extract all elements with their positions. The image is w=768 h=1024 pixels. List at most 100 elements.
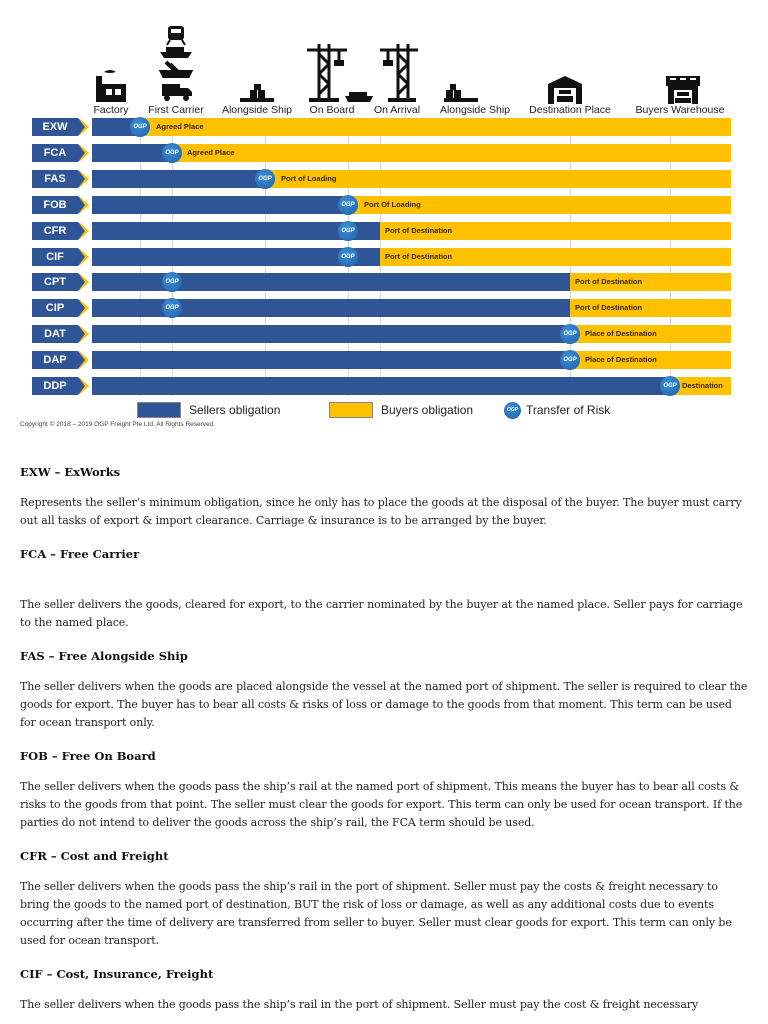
transfer-of-risk-icon: OGP [162,142,182,163]
copyright-notice: Copyright © 2018 – 2019 OGP Freight Pte … [20,421,216,428]
crane-ship-icon [305,14,375,104]
term-tag: CIP [32,299,78,318]
legend-seller: Sellers obligation [137,402,280,418]
incoterm-row-fca: FCA OGP Agreed Place [32,142,732,163]
seller-obligation-bar [92,325,570,344]
incoterm-row-fas: FAS OGP Port of Loading [32,168,732,189]
stage-label-buyers-warehouse: Buyers Warehouse [635,104,725,116]
legend-risk-label: Transfer of Risk [526,403,611,417]
legend-buyer-label: Buyers obligation [381,403,474,417]
buyer-obligation-bar: OGP Place of Destination [92,324,731,345]
incoterm-row-cfr: CFR OGP Port of Destination [32,220,732,241]
stage-label-destination-place: Destination Place [529,104,611,116]
buyer-swatch [329,402,373,418]
term-tag-tip [78,169,85,188]
term-tag: CIF [32,247,78,266]
section-heading-cfr: CFR – Cost and Freight [20,849,169,863]
transport-stack-icon [150,14,202,104]
incoterm-row-cif: CIF OGP Port of Destination [32,246,732,267]
buyer-obligation-bar: OGP Port of Loading [92,168,731,189]
term-tag: FOB [32,195,78,214]
term-tag-tip [78,221,85,240]
seller-obligation-bar [92,273,570,292]
seller-obligation-bar [92,351,570,370]
delivery-place-label: Port Of Loading [364,199,421,209]
buyer-obligation-bar: OGP Port of Destination [92,220,731,241]
buyer-obligation-bar: OGP Port of Destination [92,272,731,293]
stage-label-first-carrier: First Carrier [148,104,204,116]
transfer-of-risk-icon: OGP [504,401,521,419]
transfer-of-risk-icon: OGP [560,324,580,345]
section-body-fob: The seller delivers when the goods pass … [20,780,743,829]
term-tag-tip [78,377,85,395]
section-heading-fob: FOB – Free On Board [20,749,156,763]
incoterm-row-dat: DAT OGP Place of Destination [32,324,732,345]
transfer-of-risk-icon: OGP [660,376,680,396]
seller-obligation-bar [92,299,570,318]
transfer-of-risk-icon: OGP [162,298,182,319]
crane-icon [380,14,420,104]
delivery-place-label: Port of Destination [385,251,453,261]
stage-label-on-board: On Board [309,104,355,116]
delivery-place-label: Port of Loading [281,173,337,183]
term-tag: FCA [32,143,78,162]
seller-swatch [137,402,181,418]
incoterm-row-cip: CIP OGP Port of Destination [32,298,732,319]
legend-seller-label: Sellers obligation [189,403,281,417]
term-tag-tip [78,143,85,162]
stage-label-factory: Factory [93,104,129,116]
incoterm-row-exw: EXW OGP Agreed Place [32,117,732,137]
term-tag-tip [78,351,85,370]
section-heading-exw: EXW – ExWorks [20,465,121,479]
cargo-dock-icon [443,14,479,104]
term-tag: CFR [32,221,78,240]
legend-risk: OGP Transfer of Risk [504,401,611,419]
buyer-obligation-bar: OGP Port Of Loading [92,194,731,215]
seller-obligation-bar [92,143,172,162]
term-tag-tip [78,247,85,266]
term-tag-tip [78,273,85,292]
seller-obligation-bar [92,221,380,240]
delivery-place-label: Destination [682,381,723,390]
delivery-place-label: Port of Destination [575,303,643,313]
seller-obligation-bar [92,118,140,136]
incoterms-diagram: Factory First Carrier Alongside Ship On … [0,0,768,440]
buyer-obligation-bar: OGP Place of Destination [92,350,731,371]
transfer-of-risk-icon: OGP [338,194,358,215]
buyer-obligation-bar: OGP Destination [92,376,731,396]
term-tag: CPT [32,273,78,292]
incoterms-article: EXW – ExWorks Represents the seller’s mi… [20,462,748,1014]
seller-obligation-bar [92,195,348,214]
stage-label-alongside-ship-origin: Alongside Ship [221,104,293,116]
buyer-obligation-bar: OGP Port of Destination [92,298,731,319]
section-heading-fca: FCA – Free Carrier [20,547,140,561]
term-tag-tip [78,118,85,136]
section-heading-cif: CIF – Cost, Insurance, Freight [20,967,214,981]
seller-obligation-bar [92,247,380,266]
transfer-of-risk-icon: OGP [338,246,358,267]
section-heading-fas: FAS – Free Alongside Ship [20,649,188,663]
delivery-place-label: Port of Destination [385,225,453,235]
buyers-warehouse-icon [665,14,701,104]
term-tag: DAP [32,351,78,370]
buyer-obligation-bar: OGP Agreed Place [92,117,731,137]
delivery-place-label: Agreed Place [156,122,204,131]
stage-label-alongside-ship-destination: Alongside Ship [439,104,511,116]
section-body-fas: The seller delivers when the goods are p… [20,680,748,729]
term-tag-tip [78,195,85,214]
transfer-of-risk-icon: OGP [338,220,358,241]
warehouse-icon [546,14,584,104]
section-body-cif: The seller delivers when the goods pass … [20,998,699,1011]
delivery-place-label: Agreed Place [187,147,235,157]
seller-obligation-bar [92,169,265,188]
transfer-of-risk-icon: OGP [560,350,580,371]
incoterm-row-cpt: CPT OGP Port of Destination [32,272,732,293]
term-tag: DAT [32,325,78,344]
delivery-place-label: Port of Destination [575,277,643,287]
term-tag-tip [78,325,85,344]
delivery-place-label: Place of Destination [585,355,657,365]
term-tag-tip [78,299,85,318]
factory-icon [94,14,128,104]
section-body-exw: Represents the seller’s minimum obligati… [20,496,742,527]
incoterm-row-ddp: DDP OGP Destination [32,376,732,396]
